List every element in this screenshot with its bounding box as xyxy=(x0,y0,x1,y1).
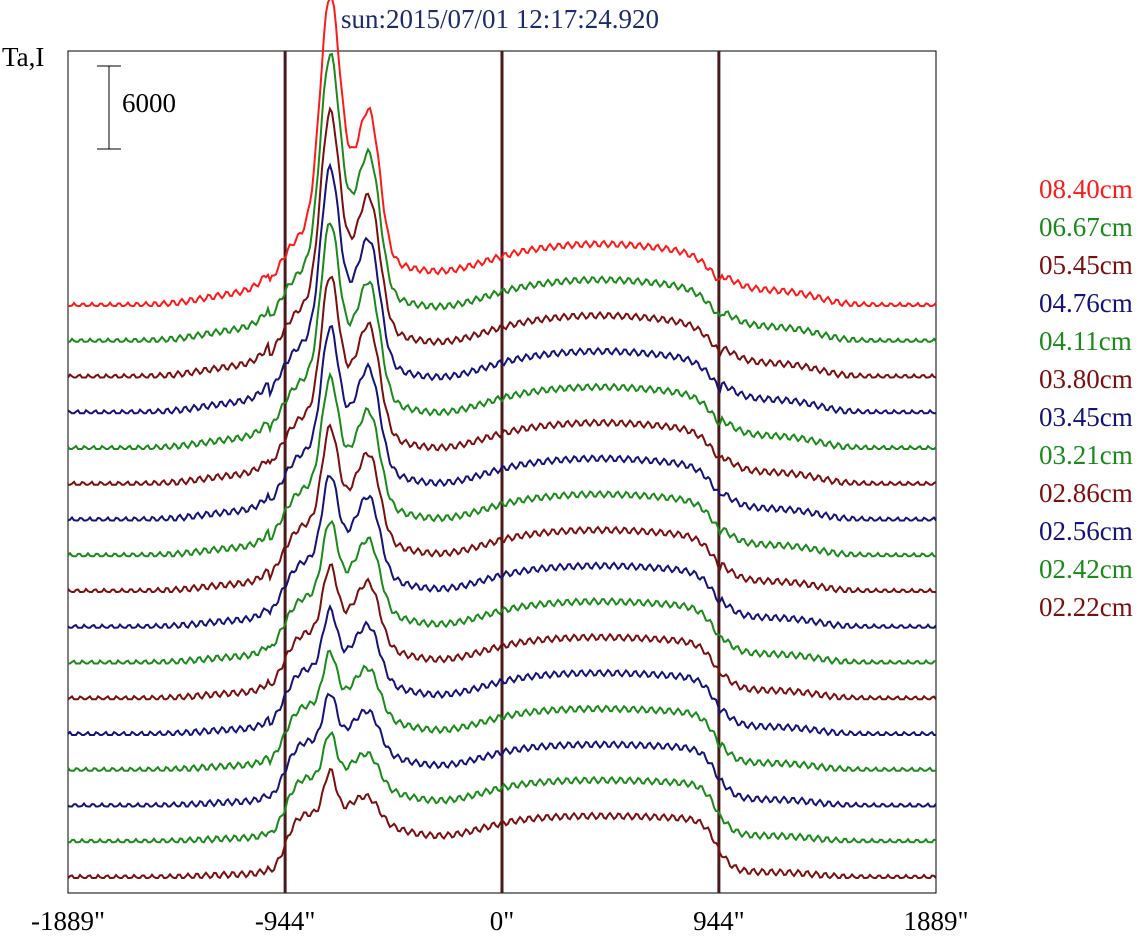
series-line xyxy=(68,730,937,844)
series-line xyxy=(68,519,937,666)
series-line xyxy=(67,162,936,415)
scale-bar-label: 6000 xyxy=(122,88,176,118)
legend-entry: 03.45cm xyxy=(1039,402,1133,432)
legend-entry: 02.22cm xyxy=(1039,592,1133,622)
series-line xyxy=(67,767,937,880)
legend-entry: 05.45cm xyxy=(1039,250,1133,280)
legend-entry: 03.21cm xyxy=(1039,440,1133,470)
x-tick-label: 0" xyxy=(489,906,515,936)
series-line xyxy=(67,423,936,594)
series-line xyxy=(67,474,937,630)
legend-entry: 06.67cm xyxy=(1039,212,1133,242)
series-line xyxy=(68,275,937,487)
y-axis-label: Ta,I xyxy=(2,42,45,72)
series-line xyxy=(67,222,937,451)
series-line xyxy=(68,0,937,308)
legend-entry: 04.76cm xyxy=(1039,288,1133,318)
legend-entry: 04.11cm xyxy=(1039,326,1132,356)
x-tick-label: 944" xyxy=(693,906,745,936)
x-tick-label: -944" xyxy=(254,906,316,936)
series-line xyxy=(67,371,936,558)
legend: 08.40cm 06.67cm 05.45cm 04.76cm 04.11cm 03.80… xyxy=(1039,170,1133,626)
series-line xyxy=(67,52,937,344)
series-line xyxy=(67,106,937,379)
scale-bar xyxy=(97,65,121,150)
chart-title: sun:2015/07/01 12:17:24.920 xyxy=(340,4,659,34)
legend-entry: 08.40cm xyxy=(1039,174,1133,204)
series-line xyxy=(67,603,936,737)
series-line xyxy=(67,563,937,701)
x-tick-label: 1889" xyxy=(903,906,969,936)
legend-entry: 02.56cm xyxy=(1039,516,1133,546)
legend-entry: 02.86cm xyxy=(1039,478,1133,508)
legend-entry: 02.42cm xyxy=(1039,554,1133,584)
x-tick-label: -1889" xyxy=(30,906,105,936)
series-line xyxy=(67,324,937,522)
series-line xyxy=(67,649,936,773)
series-line xyxy=(67,692,937,808)
legend-entry: 03.80cm xyxy=(1039,364,1133,394)
